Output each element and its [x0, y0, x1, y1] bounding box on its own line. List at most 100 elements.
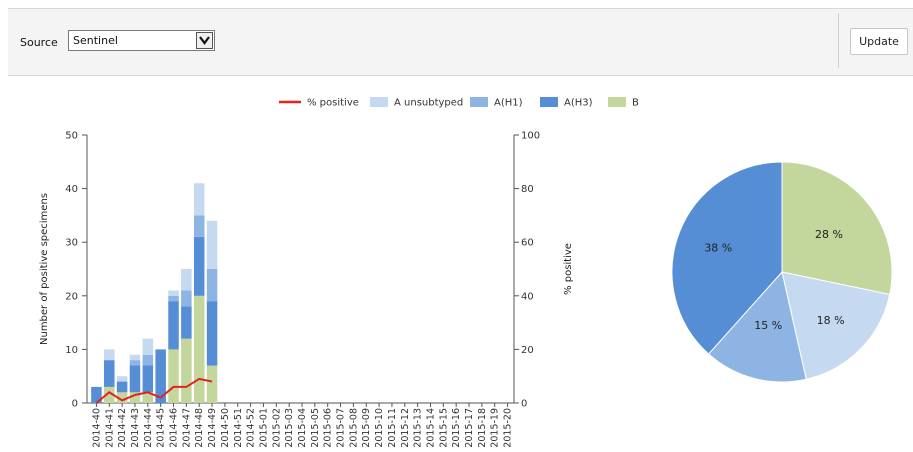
legend-swatch [608, 97, 626, 107]
pie-label: 18 % [817, 314, 845, 327]
x-tick-label: 2015-18 [477, 408, 488, 448]
x-tick-label: 2015-19 [490, 408, 501, 448]
x-tick-label: 2015-20 [503, 408, 514, 448]
x-tick-label: 2014-47 [181, 408, 192, 448]
legend-swatch [370, 97, 388, 107]
toolbar-divider [838, 13, 839, 68]
source-select[interactable]: Sentinel [68, 30, 215, 51]
x-tick-label: 2014-45 [156, 408, 167, 448]
y-tick-label: 20 [65, 291, 78, 302]
x-tick-label: 2015-14 [425, 408, 436, 448]
bar-segment [193, 295, 205, 403]
bar-segment [104, 349, 115, 361]
x-tick-label: 2014-49 [207, 408, 218, 448]
y-tick-label: 10 [65, 345, 78, 356]
legend-swatch [540, 97, 558, 107]
y2-tick-label: 20 [521, 345, 534, 356]
pie-slice [781, 161, 893, 296]
legend-label: B [632, 98, 639, 109]
x-tick-label: 2015-02 [271, 408, 282, 448]
bar-segment [168, 290, 179, 296]
y2-tick-label: 60 [521, 238, 534, 249]
pie-slice [781, 271, 891, 380]
pie-slice [707, 270, 807, 383]
bar-segment [104, 386, 115, 403]
x-tick-label: 2014-42 [117, 408, 128, 448]
source-label: Source [20, 36, 58, 49]
pie-label: 15 % [754, 319, 782, 332]
pie-label: 38 % [704, 242, 732, 255]
x-tick-label: 2015-04 [297, 408, 308, 448]
y-tick-label: 40 [65, 184, 78, 195]
bar-segment [91, 386, 102, 403]
bar-segment [168, 301, 179, 350]
bar-segment [193, 215, 205, 237]
x-tick-label: 2014-52 [246, 408, 257, 448]
y-tick-label: 50 [65, 131, 78, 142]
bar-segment [206, 365, 218, 403]
y-axis-title: Number of positive specimens [39, 193, 50, 345]
update-button[interactable]: Update [850, 28, 908, 55]
x-tick-label: 2014-46 [169, 408, 180, 448]
x-tick-label: 2014-48 [194, 408, 205, 448]
legend-label: A(H3) [564, 98, 593, 109]
x-tick-label: 2015-09 [361, 408, 372, 448]
x-tick-label: 2014-41 [104, 408, 115, 448]
x-tick-label: 2015-12 [400, 408, 411, 448]
y2-tick-label: 80 [521, 184, 534, 195]
y2-axis-title: % positive [563, 243, 574, 295]
legend-label: A unsubtyped [394, 98, 463, 109]
bar-segment [181, 290, 192, 307]
x-tick-label: 2015-03 [284, 408, 295, 448]
toolbar: Source Sentinel Update [8, 8, 913, 76]
y-tick-label: 30 [65, 238, 78, 249]
bar-segment [193, 236, 205, 296]
legend-label: A(H1) [494, 98, 523, 109]
bar-segment [181, 338, 192, 403]
bar-segment [104, 360, 115, 387]
bar-segment [129, 354, 141, 361]
x-tick-label: 2015-13 [413, 408, 424, 448]
legend-swatch [470, 97, 488, 107]
x-tick-label: 2014-43 [130, 408, 141, 448]
bar-segment [116, 376, 128, 382]
x-tick-label: 2015-05 [310, 408, 321, 448]
y2-tick-label: 40 [521, 291, 534, 302]
bar-segment [129, 365, 141, 393]
bar-segment [168, 295, 179, 302]
percent-positive-line [95, 377, 213, 404]
x-tick-label: 2015-15 [438, 408, 449, 448]
bar-segment [142, 392, 154, 403]
bar-segment [168, 349, 179, 403]
bar-segment [129, 392, 141, 403]
bar-segment [142, 354, 154, 366]
bar-segment [129, 360, 141, 366]
bar-segment [206, 301, 218, 366]
bar-segment [142, 338, 154, 355]
x-tick-label: 2014-50 [220, 408, 231, 448]
x-tick-label: 2014-51 [233, 408, 244, 448]
source-select-value: Sentinel [73, 34, 118, 47]
y2-tick-label: 0 [521, 399, 527, 410]
bar-segment [181, 269, 192, 291]
bar-segment [116, 392, 128, 403]
pie-slice [671, 161, 783, 355]
x-tick-label: 2015-16 [451, 408, 462, 448]
x-tick-label: 2015-01 [258, 408, 269, 448]
legend-label: % positive [307, 98, 359, 109]
y2-tick-label: 100 [521, 131, 540, 142]
pie-label: 28 % [815, 228, 843, 241]
x-tick-label: 2015-11 [387, 408, 398, 448]
x-tick-label: 2015-08 [348, 408, 359, 448]
x-tick-label: 2014-44 [143, 408, 154, 448]
bar-segment [116, 381, 128, 393]
x-tick-label: 2014-40 [91, 408, 102, 448]
bar-segment [206, 269, 218, 302]
bar-segment [206, 220, 218, 269]
y-tick-label: 0 [72, 399, 78, 410]
bar-segment [181, 306, 192, 339]
bar-segment [142, 365, 154, 393]
chevron-down-icon[interactable] [196, 32, 213, 49]
x-tick-label: 2015-17 [464, 408, 475, 448]
